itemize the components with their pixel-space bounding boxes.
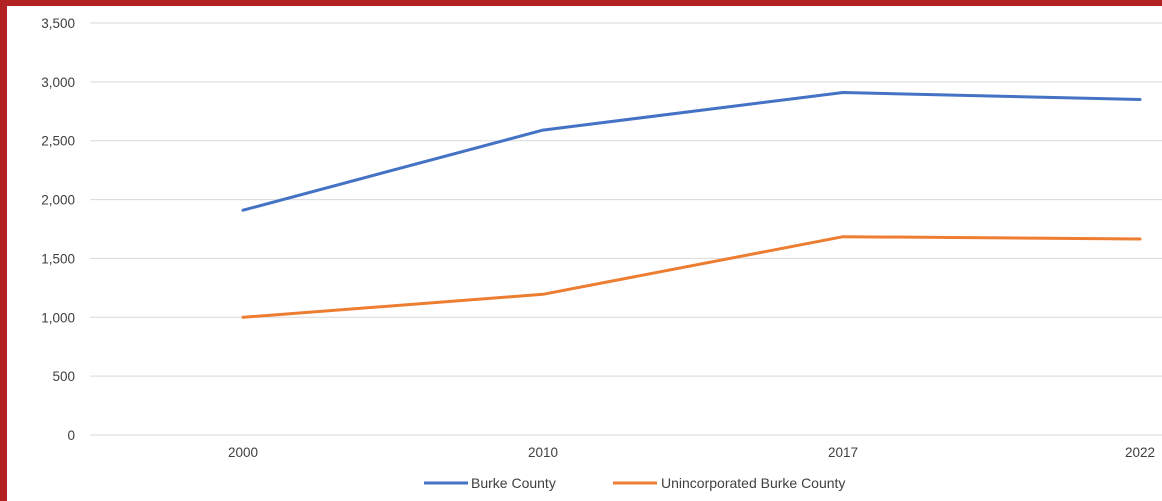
legend: Burke County Unincorporated Burke County bbox=[424, 475, 845, 491]
y-axis-ticks: 0 500 1,000 1,500 2,000 2,500 3,000 3,500 bbox=[41, 16, 75, 443]
x-tick-label: 2010 bbox=[528, 445, 558, 460]
series-line-burke-county bbox=[241, 91, 1142, 212]
legend-label: Burke County bbox=[471, 475, 556, 491]
series-lines bbox=[241, 91, 1142, 319]
y-tick-label: 500 bbox=[52, 369, 75, 384]
frame-border-left bbox=[0, 0, 7, 501]
y-tick-label: 1,000 bbox=[41, 310, 75, 325]
x-tick-label: 2000 bbox=[228, 445, 258, 460]
gridlines bbox=[90, 22, 1162, 436]
y-tick-label: 2,000 bbox=[41, 193, 75, 208]
y-tick-label: 3,000 bbox=[41, 75, 75, 90]
legend-label: Unincorporated Burke County bbox=[661, 475, 845, 491]
y-tick-label: 3,500 bbox=[41, 16, 75, 31]
frame-border-top bbox=[0, 0, 1162, 6]
y-tick-label: 2,500 bbox=[41, 134, 75, 149]
y-tick-label: 1,500 bbox=[41, 251, 75, 266]
x-tick-label: 2022 bbox=[1125, 445, 1155, 460]
x-axis-ticks: 2000 2010 2017 2022 bbox=[228, 445, 1155, 460]
x-tick-label: 2017 bbox=[828, 445, 858, 460]
y-tick-label: 0 bbox=[67, 428, 75, 443]
series-line-unincorporated-burke-county bbox=[241, 235, 1142, 319]
